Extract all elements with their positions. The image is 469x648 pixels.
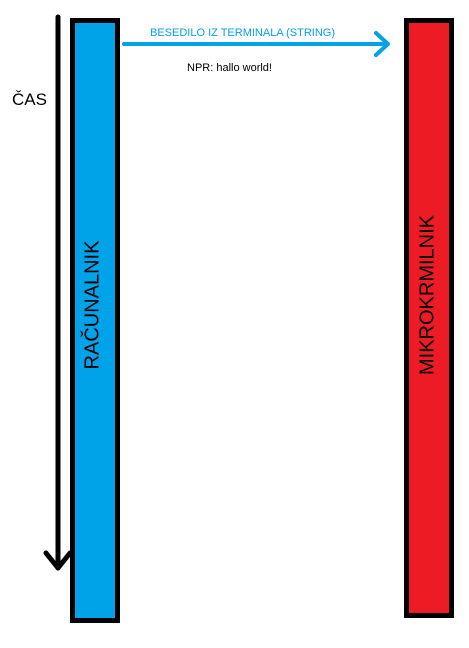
time-axis-label: ČAS — [12, 90, 47, 109]
time-axis-arrowhead — [43, 550, 73, 571]
computer-label: RAČUNALNIK — [81, 240, 104, 370]
microcontroller-lifeline-bar — [404, 18, 454, 618]
computer-lifeline-bar — [70, 18, 120, 623]
microcontroller-label: MIKROKRMILNIK — [416, 214, 439, 376]
message-arrowhead — [374, 31, 390, 57]
message-label: BESEDILO IZ TERMINALA (STRING) — [150, 27, 335, 39]
example-label: NPR: hallo world! — [187, 62, 272, 74]
